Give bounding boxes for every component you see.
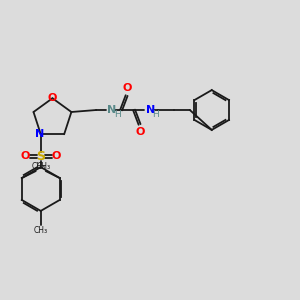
Text: N: N [107, 104, 116, 115]
Text: O: O [52, 151, 61, 161]
Text: O: O [48, 93, 57, 103]
Text: N: N [34, 129, 44, 139]
Text: N: N [146, 104, 155, 115]
Text: CH₃: CH₃ [36, 162, 50, 171]
Text: O: O [122, 83, 132, 93]
Text: O: O [135, 127, 145, 137]
Text: O: O [21, 151, 30, 161]
Text: H: H [152, 110, 159, 119]
Text: H: H [114, 110, 120, 119]
Text: CH₃: CH₃ [34, 226, 48, 235]
Text: S: S [36, 150, 45, 163]
Text: CH₃: CH₃ [31, 162, 45, 171]
